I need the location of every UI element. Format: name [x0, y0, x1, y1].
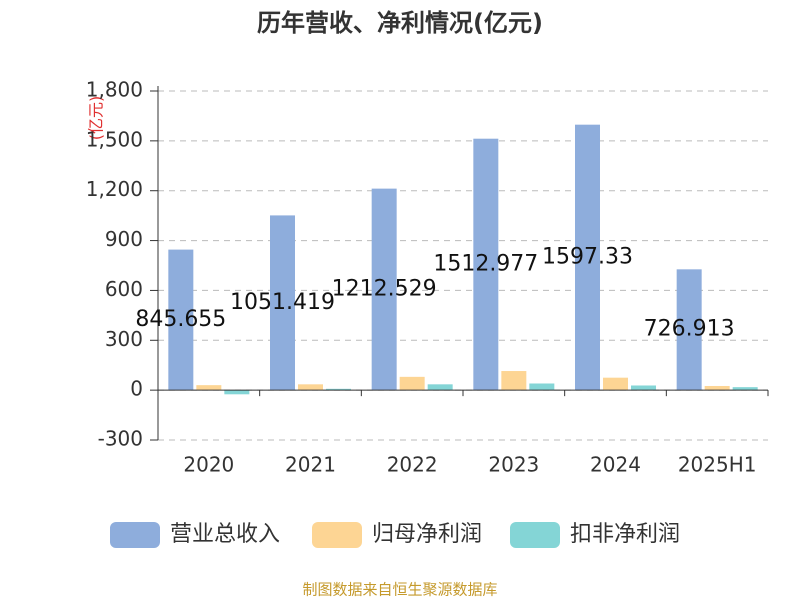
bar	[371, 188, 397, 391]
y-axis-label: (亿元)	[87, 96, 106, 141]
y-tick-label: 1,500	[86, 127, 143, 151]
bar	[631, 385, 656, 391]
x-tick-label: 2023	[488, 453, 539, 477]
bar	[326, 388, 351, 391]
legend-swatch	[312, 522, 362, 548]
legend-label: 归母净利润	[372, 522, 482, 547]
data-label: 1597.33	[542, 244, 633, 269]
legend-swatch	[110, 522, 160, 548]
data-label: 845.655	[135, 307, 226, 332]
y-tick-label: 300	[105, 327, 143, 351]
bar	[168, 249, 194, 391]
bar	[603, 377, 628, 391]
x-tick-label: 2025H1	[678, 453, 757, 477]
data-label: 726.913	[644, 317, 735, 342]
bar	[704, 385, 730, 391]
y-tick-label: 900	[105, 227, 143, 251]
data-label: 1051.419	[230, 290, 335, 315]
y-tick-label: 600	[105, 277, 143, 301]
bar	[298, 384, 323, 391]
source-note: 制图数据来自恒生聚源数据库	[302, 581, 497, 599]
x-tick-label: 2021	[285, 453, 336, 477]
bar	[196, 385, 222, 391]
chart-title: 历年营收、净利情况(亿元)	[257, 9, 543, 37]
legend-swatch	[510, 522, 560, 548]
bar	[399, 376, 425, 391]
y-tick-label: -300	[98, 427, 143, 451]
x-tick-label: 2020	[183, 453, 234, 477]
bar	[501, 371, 527, 391]
x-tick-label: 2024	[590, 453, 641, 477]
bar	[529, 383, 555, 391]
y-tick-label: 1,200	[86, 177, 143, 201]
data-label: 1212.529	[332, 276, 437, 301]
x-tick-label: 2022	[387, 453, 438, 477]
legend-label: 营业总收入	[170, 522, 280, 547]
bar	[732, 387, 758, 391]
legend-label: 扣非净利润	[570, 522, 680, 547]
bar	[575, 124, 600, 391]
data-label: 1512.977	[433, 251, 538, 276]
bar	[270, 215, 295, 391]
bar	[473, 138, 499, 391]
bar	[427, 384, 453, 391]
y-tick-label: 0	[130, 377, 143, 401]
y-tick-label: 1,800	[86, 78, 143, 102]
bar	[676, 269, 702, 391]
bar	[224, 390, 250, 395]
